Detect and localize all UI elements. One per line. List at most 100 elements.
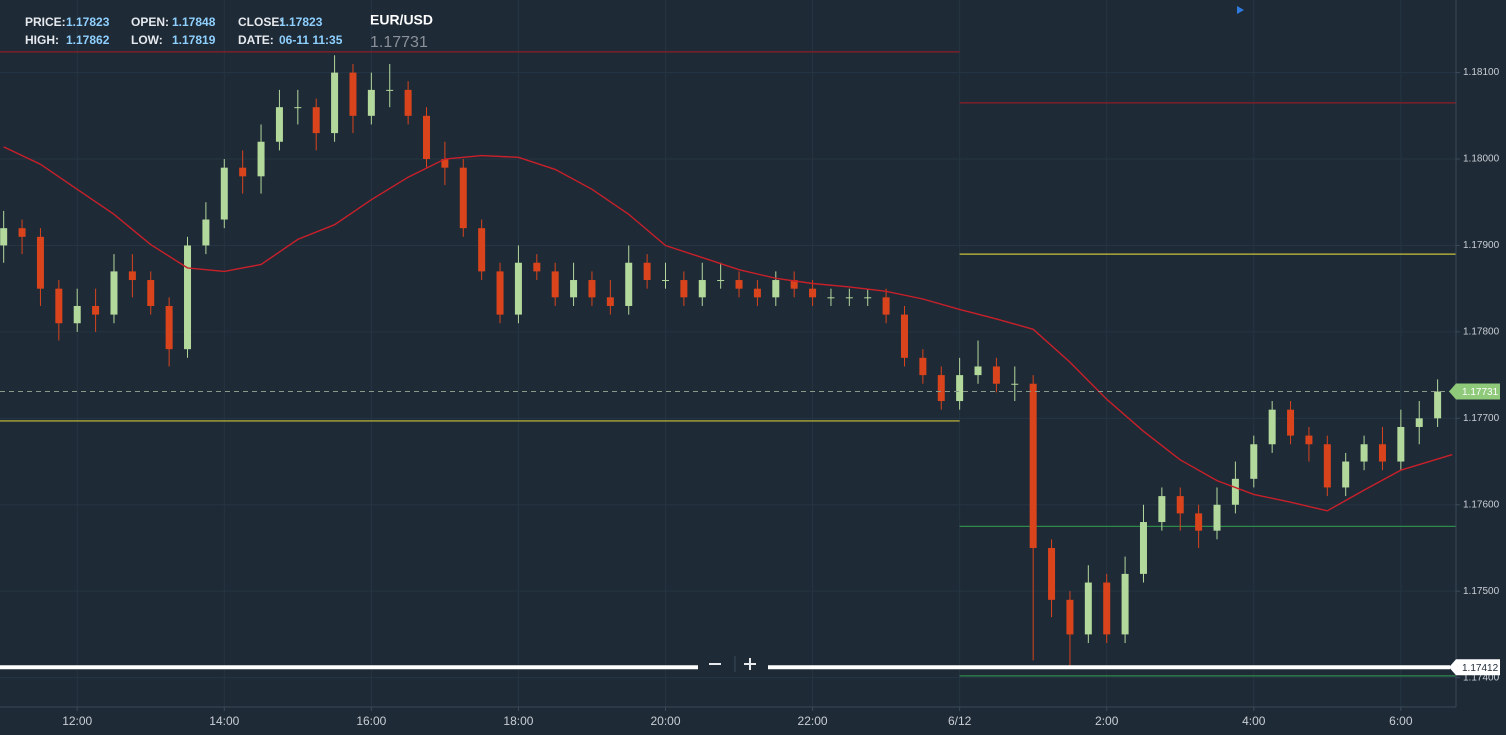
info-value: 1.17819 [172,33,216,47]
candle-body [220,167,228,220]
candle-body [147,280,155,306]
candle-body [1121,573,1129,635]
candle-body [184,245,192,350]
candle-body [1158,496,1166,523]
moving-average [3,146,1453,512]
marker-tag [1449,659,1500,676]
candle-body [36,236,44,289]
candle-body [1029,383,1037,548]
candle-body [1305,435,1313,445]
candle-body [239,167,247,177]
symbol: EUR/USD [370,12,433,28]
x-tick-label: 4:00 [1242,714,1266,728]
candle-body [735,280,743,289]
candle-body [73,305,81,324]
candle-body [790,280,798,289]
candle-body [1342,461,1350,488]
candle-body [1250,444,1258,479]
candle-body [974,366,982,376]
info-value: 06-11 11:35 [279,33,343,47]
candle-body [772,280,780,298]
candle-body [1176,496,1184,514]
candle-body [294,107,302,109]
candle-body [661,280,669,282]
candle-body [643,262,651,281]
y-tick-label: 1.18000 [1463,154,1500,165]
candle-body [606,297,614,306]
info-label: HIGH: [25,33,59,47]
candle-body [919,357,927,376]
marker-tag-label: 1.17412 [1462,663,1499,674]
candle-body [937,375,945,402]
last-price: 1.17731 [370,34,428,51]
x-tick-label: 20:00 [650,714,680,728]
candle-body [992,366,1000,384]
x-tick-label: 18:00 [503,714,533,728]
candle-body [55,288,63,324]
candle-body [478,228,486,272]
x-tick-label: 2:00 [1095,714,1119,728]
candle-body [1323,444,1331,488]
candle-body [827,297,835,299]
candle-body [882,297,890,315]
x-tick-label: 16:00 [356,714,386,728]
candle-body [1360,444,1368,462]
candle-body [1066,599,1074,635]
candle-body [1231,478,1239,505]
last-price-tag-label: 1.17731 [1462,387,1499,398]
candle-body [1048,547,1056,600]
candle-body [1415,418,1423,427]
candle-body [845,297,853,299]
candle-body [1397,426,1405,462]
candle-body [717,280,725,282]
candle-body [275,107,283,142]
info-label: DATE: [238,33,274,47]
candle-body [698,280,706,298]
candle-body [386,89,394,91]
info-label: LOW: [131,33,163,47]
marker-icon [1237,6,1244,14]
candle-body [367,89,375,116]
candle-body [202,219,210,246]
candle-body [1195,513,1203,531]
candle-body [514,262,522,315]
y-tick-label: 1.17600 [1463,499,1500,510]
candle-body [1084,582,1092,635]
y-tick-label: 1.18100 [1463,67,1500,78]
candle-body [533,262,541,272]
candle-body [588,280,596,298]
y-tick-label: 1.17500 [1463,586,1500,597]
x-tick-label: 12:00 [62,714,92,728]
x-tick-label: 22:00 [798,714,828,728]
candle-body [92,305,100,315]
info-label: CLOSE: [238,15,283,29]
y-tick-label: 1.17800 [1463,327,1500,338]
candle-body [331,72,339,134]
candle-body [1103,582,1111,635]
last-price-tag [1449,383,1500,400]
candle-body [625,262,633,306]
x-tick-label: 6/12 [948,714,972,728]
candle-body [900,314,908,358]
candle-body [257,141,265,177]
zoom-panel [698,652,768,676]
candle-body [570,280,578,298]
candle-body [809,288,817,298]
info-value: 1.17862 [66,33,110,47]
info-value: 1.17848 [172,15,216,29]
candle-body [864,297,872,299]
x-tick-label: 14:00 [209,714,239,728]
candle-body [349,72,357,116]
candle-body [1213,504,1221,531]
candle-body [128,271,136,281]
candle-body [165,305,173,350]
info-value: 1.17823 [279,15,323,29]
candle-body [496,271,504,315]
candle-body [551,271,559,298]
info-label: PRICE: [25,15,66,29]
info-label: OPEN: [131,15,169,29]
candle-body [1139,522,1147,574]
candle-body [1011,383,1019,385]
candle-body [459,167,467,229]
